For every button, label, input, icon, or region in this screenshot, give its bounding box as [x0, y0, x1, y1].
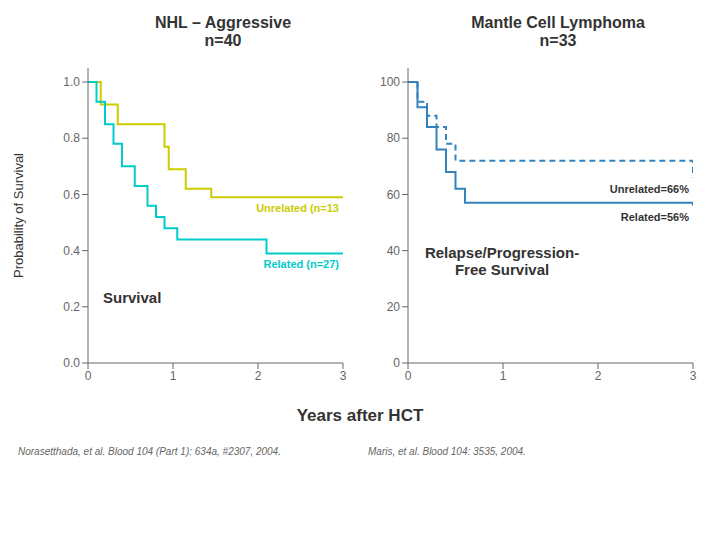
- html-text:Years after HCT: Years after HCT: [296, 406, 424, 425]
- svg-text:0.2: 0.2: [63, 300, 80, 314]
- svg-text:0: 0: [405, 369, 412, 383]
- svg-text:60: 60: [387, 188, 401, 202]
- svg-text:Related=56%: Related=56%: [621, 211, 689, 223]
- svg-text:80: 80: [387, 131, 401, 145]
- html-text:Relapse/Progression- Free Surv: Relapse/Progression- Free Survival: [424, 244, 580, 279]
- svg-text:2: 2: [255, 369, 262, 383]
- svg-text:20: 20: [387, 300, 401, 314]
- svg-text:1: 1: [500, 369, 507, 383]
- svg-text:0.0: 0.0: [63, 356, 80, 370]
- svg-text:Unrelated=66%: Unrelated=66%: [610, 183, 689, 195]
- html-text:Mantle Cell Lymphoma n=33: Mantle Cell Lymphoma n=33: [471, 14, 645, 49]
- svg-text:40: 40: [387, 244, 401, 258]
- svg-text:3: 3: [690, 369, 697, 383]
- svg-text:0.4: 0.4: [63, 244, 80, 258]
- svg-text:0.6: 0.6: [63, 188, 80, 202]
- svg-text:2: 2: [595, 369, 602, 383]
- svg-text:0: 0: [393, 356, 400, 370]
- svg-text:100: 100: [380, 75, 400, 89]
- svg-text:3: 3: [340, 369, 347, 383]
- html-text:Survival: Survival: [103, 288, 162, 306]
- svg-text:1: 1: [170, 369, 177, 383]
- html-text:NHL – Aggressive n=40: NHL – Aggressive n=40: [155, 14, 291, 49]
- html-text:Norasetthada, et al. Blood 104: Norasetthada, et al. Blood 104 (Part 1):…: [18, 446, 281, 457]
- svg-text:1.0: 1.0: [63, 75, 80, 89]
- svg-text:Related (n=27): Related (n=27): [264, 258, 340, 270]
- svg-text:Probability of Survival: Probability of Survival: [11, 153, 26, 278]
- svg-text:0: 0: [85, 369, 92, 383]
- svg-text:Unrelated (n=13: Unrelated (n=13: [256, 202, 339, 214]
- html-text:Maris, et al. Blood 104: 3535,: Maris, et al. Blood 104: 3535, 2004.: [368, 446, 526, 457]
- svg-text:0.8: 0.8: [63, 131, 80, 145]
